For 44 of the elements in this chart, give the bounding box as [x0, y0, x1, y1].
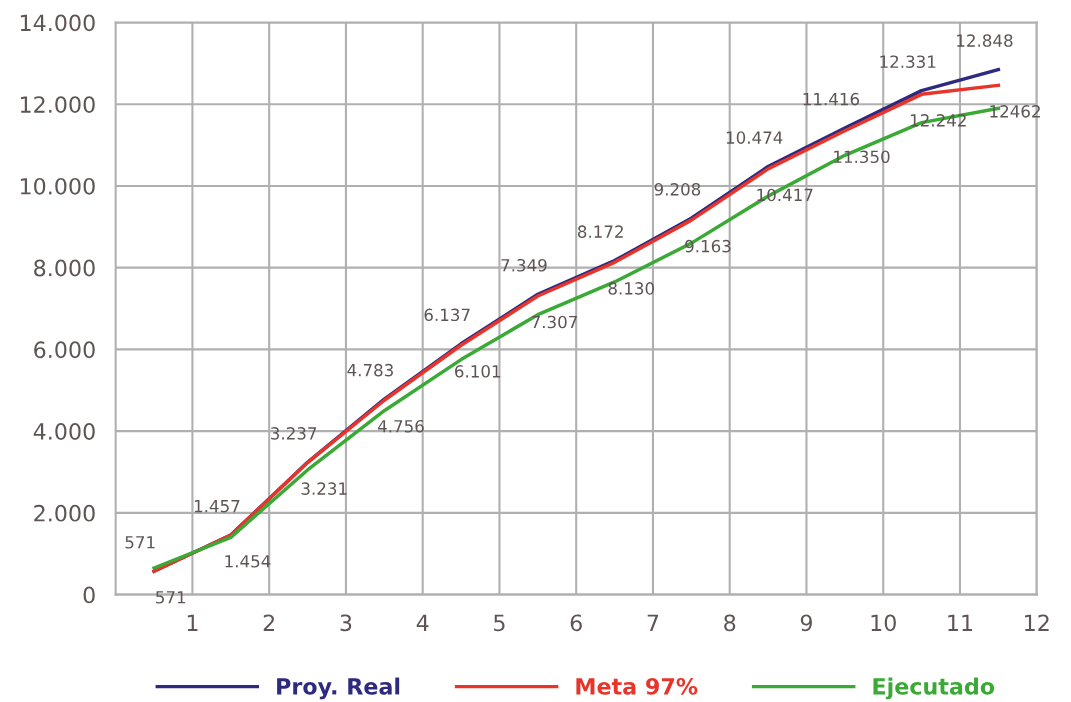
- x-tick-label: 8: [724, 614, 736, 632]
- data-label: 9.208: [654, 183, 701, 196]
- data-label: 6.137: [424, 308, 470, 322]
- data-label: 571: [156, 591, 186, 604]
- data-label: 11.416: [803, 92, 860, 106]
- x-tick-label: 12: [1025, 614, 1049, 631]
- x-tick-label: 6: [570, 614, 582, 632]
- y-tick-label: 10.000: [20, 177, 95, 195]
- data-label: 10.474: [726, 131, 783, 144]
- x-tick-label: 11: [948, 614, 973, 631]
- data-label: 9.163: [685, 239, 731, 253]
- y-tick-label: 8.000: [34, 259, 95, 277]
- y-tick-label: 4.000: [33, 423, 95, 440]
- x-tick-label: 3: [340, 614, 352, 632]
- x-tick-label: 1: [187, 614, 198, 631]
- data-label: 4.783: [347, 363, 393, 377]
- data-label: 8.130: [608, 282, 654, 295]
- data-label: 7.307: [532, 315, 577, 329]
- data-label: 12.331: [880, 55, 936, 68]
- data-label: 7.349: [501, 258, 547, 272]
- x-tick-label: 5: [494, 614, 505, 632]
- data-label: 6.101: [455, 365, 501, 378]
- data-label: 12462: [990, 105, 1040, 118]
- legend-label: Ejecutado: [873, 677, 995, 700]
- x-tick-label: 7: [647, 614, 659, 631]
- x-tick-label: 2: [263, 614, 275, 631]
- data-label: 4.756: [377, 419, 424, 433]
- legend-label: Meta 97%: [576, 677, 698, 695]
- data-label: 1.457: [194, 499, 240, 513]
- data-label: 12.848: [957, 34, 1013, 47]
- data-label: 1.454: [225, 555, 271, 568]
- data-label: 8.172: [577, 225, 623, 238]
- legend-label: Proy. Real: [277, 677, 400, 700]
- data-label: 3.231: [301, 482, 347, 495]
- y-tick-label: 6.000: [34, 341, 95, 359]
- y-tick-label: 0: [83, 586, 95, 604]
- x-tick-label: 4: [416, 614, 429, 631]
- x-tick-label: 9: [800, 614, 812, 632]
- data-label: 3.237: [271, 427, 317, 440]
- y-tick-label: 14.000: [20, 14, 95, 32]
- data-label: 571: [125, 536, 155, 549]
- y-tick-label: 2.000: [34, 504, 95, 522]
- y-tick-label: 12.000: [20, 96, 95, 113]
- x-tick-label: 10: [871, 614, 896, 632]
